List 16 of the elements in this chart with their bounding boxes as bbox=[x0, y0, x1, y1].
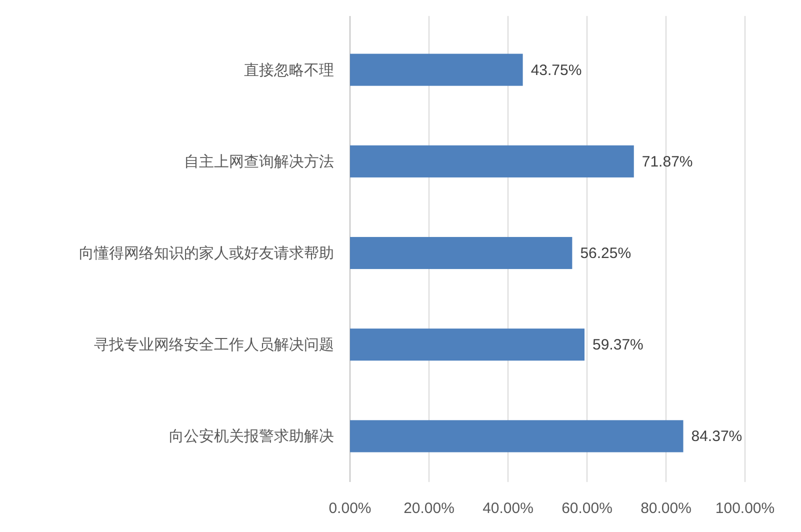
x-tick-label: 20.00% bbox=[404, 500, 454, 517]
data-label: 43.75% bbox=[530, 62, 582, 79]
data-label: 71.87% bbox=[642, 153, 693, 170]
y-tick-label: 寻找专业网络安全工作人员解决问题 bbox=[94, 336, 334, 354]
x-tick-label: 0.00% bbox=[328, 500, 372, 517]
data-label: 56.25% bbox=[580, 245, 632, 262]
y-tick-label: 直接忽略不理 bbox=[244, 62, 334, 79]
data-label: 84.37% bbox=[691, 428, 742, 446]
x-tick-label: 80.00% bbox=[640, 500, 692, 517]
x-tick-label: 40.00% bbox=[482, 500, 534, 517]
data-label: 59.37% bbox=[592, 336, 644, 354]
x-tick-label: 100.00% bbox=[715, 500, 775, 517]
y-tick-label: 自主上网查询解决方法 bbox=[184, 153, 334, 170]
y-tick-label: 向公安机关报警求助解决 bbox=[169, 428, 334, 446]
x-tick-label: 60.00% bbox=[562, 500, 612, 517]
y-tick-label: 向懂得网络知识的家人或好友请求帮助 bbox=[79, 245, 334, 262]
